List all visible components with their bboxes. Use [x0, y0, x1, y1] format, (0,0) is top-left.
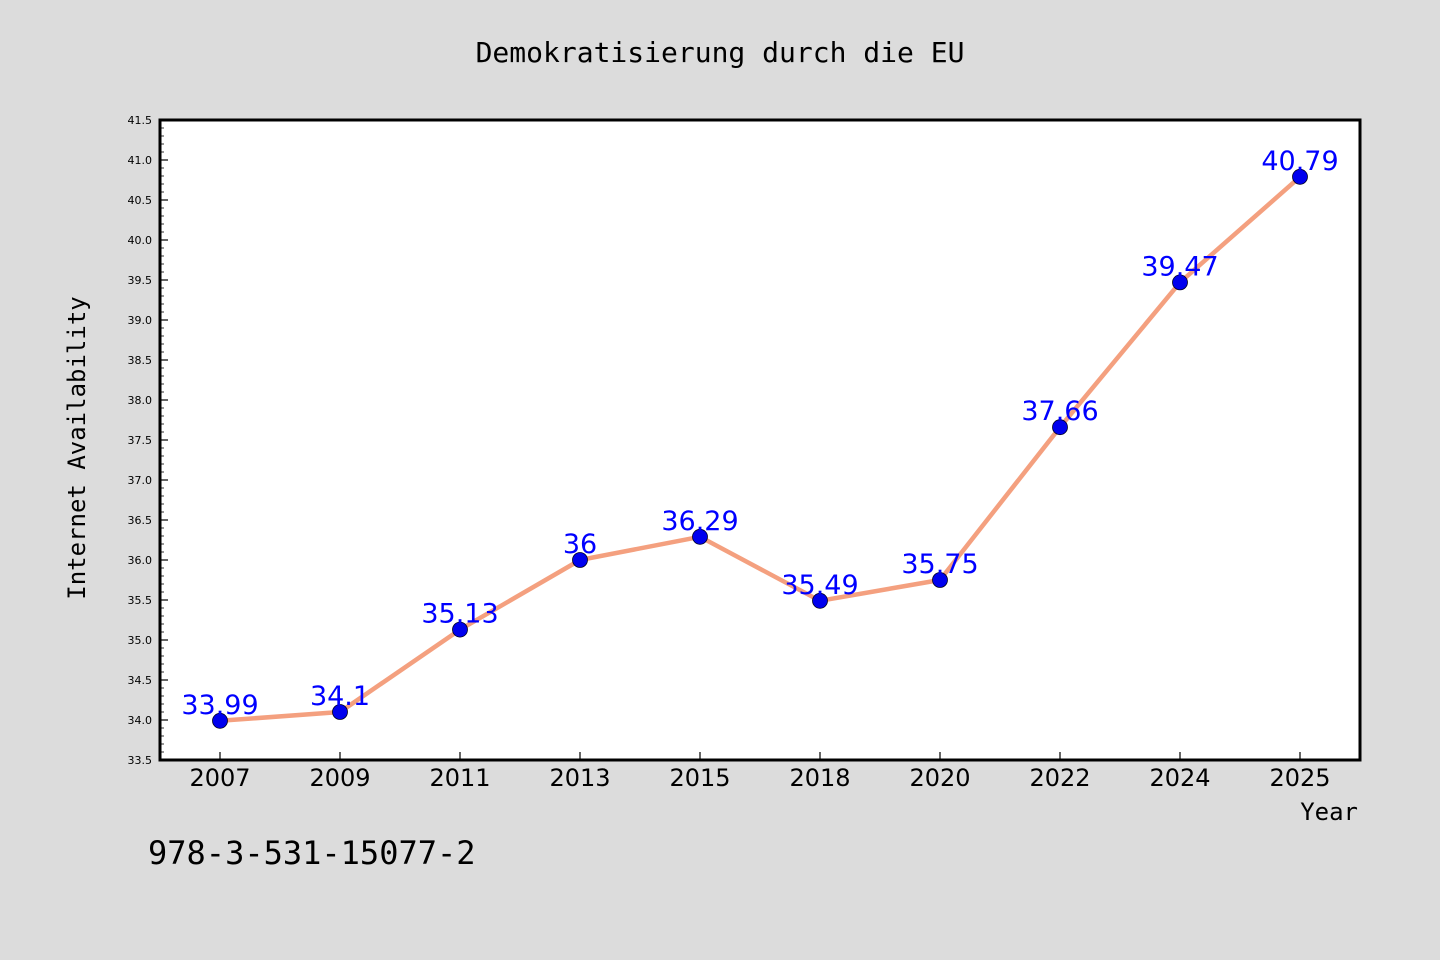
x-tick-label: 2013	[549, 764, 610, 792]
data-label: 37.66	[1021, 396, 1098, 427]
x-tick-label: 2025	[1269, 764, 1330, 792]
data-label: 36.29	[661, 506, 738, 537]
y-tick-label: 38.5	[128, 354, 153, 367]
data-label: 35.75	[901, 549, 978, 580]
x-tick-label: 2011	[429, 764, 490, 792]
data-point	[452, 621, 468, 638]
y-axis: 33.5 34.0 34.5 35.0 35.5 36.0 36.5 37.0 37.5 38.0…	[128, 114, 168, 767]
y-tick-label: 41.5	[128, 114, 153, 127]
x-tick-label: 2018	[789, 764, 850, 792]
x-tick-label: 2022	[1029, 764, 1090, 792]
y-tick-label: 41.0	[128, 154, 153, 167]
data-point	[812, 592, 828, 609]
y-tick-label: 35.0	[128, 634, 153, 647]
data-label: 40.79	[1261, 146, 1338, 177]
x-tick-label: 2007	[189, 764, 250, 792]
plot-area	[160, 120, 1360, 760]
data-point	[1292, 168, 1308, 185]
y-tick-label: 37.0	[128, 474, 153, 487]
data-label: 33.99	[181, 690, 258, 721]
data-label: 34.1	[310, 681, 370, 712]
y-tick-label: 34.5	[128, 674, 153, 687]
y-tick-label: 40.0	[128, 234, 153, 247]
x-axis-label: Year	[1300, 798, 1358, 826]
y-tick-label: 36.5	[128, 514, 153, 527]
y-tick-label: 34.0	[128, 714, 153, 727]
y-tick-label: 39.0	[128, 314, 153, 327]
chart-title: Demokratisierung durch die EU	[476, 36, 965, 69]
y-tick-label: 37.5	[128, 434, 153, 447]
series-layer	[217, 174, 1303, 724]
data-label: 35.49	[781, 570, 858, 601]
data-labels-layer: 33.99 34.1 35.13 36 36.29 35.49 35.75 37.66 39.4…	[181, 146, 1338, 721]
data-point	[932, 572, 948, 588]
x-tick-label: 2020	[909, 764, 970, 792]
data-label: 35.13	[421, 599, 498, 630]
x-tick-label: 2009	[309, 764, 370, 792]
plot-frame	[158, 118, 1362, 762]
y-tick-label: 40.5	[128, 194, 153, 207]
data-label: 36	[563, 529, 597, 560]
x-tick-label: 2024	[1149, 764, 1210, 792]
y-tick-label: 36.0	[128, 554, 153, 567]
x-tick-label: 2015	[669, 764, 730, 792]
y-tick-label: 33.5	[128, 754, 153, 767]
data-point	[692, 528, 708, 545]
data-point	[572, 552, 588, 568]
y-axis-label: Internet Availability	[63, 296, 91, 599]
data-point	[332, 704, 348, 720]
data-point	[1172, 274, 1188, 291]
data-point	[1052, 419, 1068, 436]
data-point	[212, 712, 228, 729]
y-tick-label: 39.5	[128, 274, 153, 287]
x-axis: 2007 2009 2011 2013 2015 2018 2020 2022 2024 2025	[189, 752, 1331, 792]
markers-layer	[212, 168, 1308, 729]
y-tick-label: 38.0	[128, 394, 153, 407]
series-line	[217, 174, 1303, 724]
data-label: 39.47	[1141, 251, 1218, 282]
y-tick-label: 35.5	[128, 594, 153, 607]
isbn-annotation: 978-3-531-15077-2	[148, 834, 476, 872]
